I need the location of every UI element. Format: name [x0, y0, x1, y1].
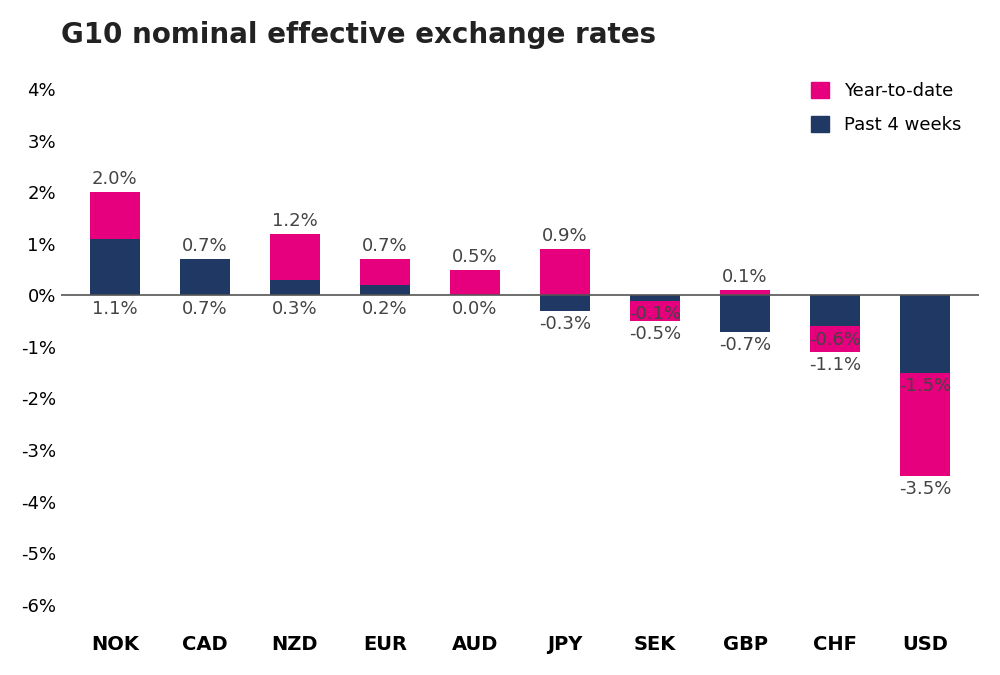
- Text: -1.1%: -1.1%: [809, 356, 861, 374]
- Bar: [630, 296, 680, 321]
- Text: -0.6%: -0.6%: [809, 331, 861, 348]
- Text: 0.3%: 0.3%: [272, 300, 318, 318]
- Text: -0.5%: -0.5%: [629, 325, 681, 344]
- Text: -3.5%: -3.5%: [899, 480, 951, 498]
- Text: 2.0%: 2.0%: [92, 170, 138, 188]
- Bar: [270, 234, 320, 296]
- Bar: [360, 285, 410, 296]
- Bar: [540, 249, 590, 296]
- Text: -1.5%: -1.5%: [899, 377, 951, 395]
- Bar: [360, 259, 410, 296]
- Bar: [90, 239, 140, 296]
- Text: 0.7%: 0.7%: [362, 238, 408, 255]
- Text: 1.2%: 1.2%: [272, 211, 318, 230]
- Text: 1.1%: 1.1%: [92, 300, 138, 318]
- Bar: [540, 296, 590, 311]
- Bar: [630, 296, 680, 300]
- Text: 0.7%: 0.7%: [182, 300, 228, 318]
- Bar: [900, 296, 950, 476]
- Bar: [810, 296, 860, 327]
- Bar: [810, 296, 860, 352]
- Bar: [450, 270, 500, 296]
- Bar: [180, 259, 230, 296]
- Bar: [720, 290, 770, 296]
- Text: 0.7%: 0.7%: [182, 238, 228, 255]
- Text: -0.7%: -0.7%: [719, 335, 771, 354]
- Text: 0.2%: 0.2%: [362, 300, 408, 318]
- Bar: [180, 259, 230, 296]
- Bar: [900, 296, 950, 373]
- Text: 0.9%: 0.9%: [542, 227, 588, 245]
- Bar: [90, 192, 140, 296]
- Text: -0.1%: -0.1%: [629, 304, 681, 323]
- Text: 0.0%: 0.0%: [452, 300, 498, 318]
- Text: 0.1%: 0.1%: [722, 268, 768, 286]
- Bar: [270, 280, 320, 296]
- Text: 0.5%: 0.5%: [452, 248, 498, 265]
- Bar: [720, 296, 770, 331]
- Legend: Year-to-date, Past 4 weeks: Year-to-date, Past 4 weeks: [802, 73, 970, 144]
- Text: G10 nominal effective exchange rates: G10 nominal effective exchange rates: [61, 21, 656, 49]
- Text: -0.3%: -0.3%: [539, 315, 591, 333]
